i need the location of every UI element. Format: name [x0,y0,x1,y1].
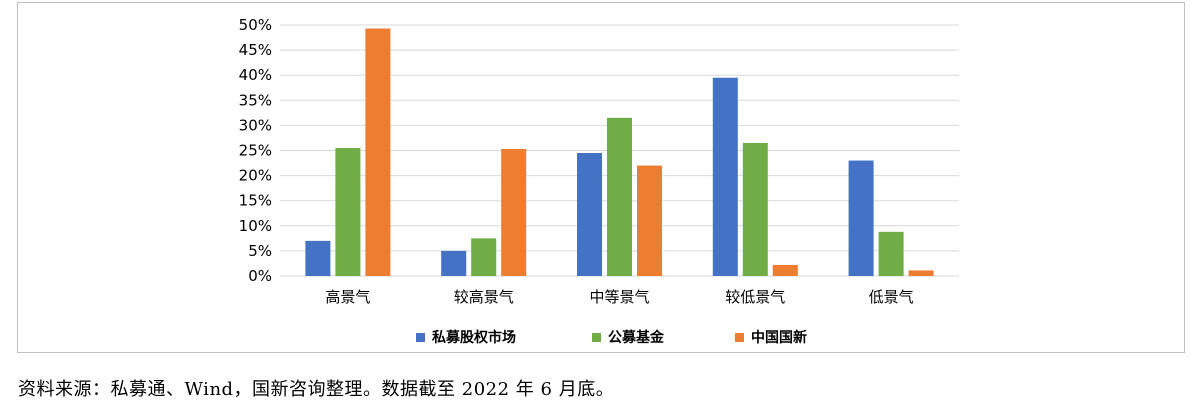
category-label: 高景气 [325,288,370,306]
bar [742,142,768,276]
legend-label: 私募股权市场 [432,329,516,346]
bar [365,28,391,276]
category-label: 低景气 [869,288,914,306]
bar-chart: 0% 5% 10% 15% 20% 25% 30% 35% 40% 45% 50% 高景气 较高景气 中等… [239,16,959,346]
bar [712,77,738,277]
legend-swatch [592,333,601,342]
legend-label: 中国国新 [751,329,807,346]
bar [607,117,632,277]
legend-swatch [416,333,425,342]
bar [441,250,467,276]
y-tick-label: 35% [239,91,272,109]
bar [848,160,874,276]
y-tick-label: 0% [248,267,272,285]
y-tick-label: 5% [248,242,272,260]
y-tick-label: 50% [239,16,272,34]
category-label: 较高景气 [454,288,514,306]
y-tick-label: 40% [239,66,272,84]
bar [637,165,662,276]
bar [305,240,331,276]
y-tick-label: 20% [239,167,272,185]
legend-swatch [735,333,744,342]
category-label: 中等景气 [589,288,649,306]
y-tick-label: 25% [239,142,272,160]
bar [471,238,497,276]
y-tick-label: 45% [239,41,272,59]
legend-label: 公募基金 [608,329,665,346]
chart-frame: 0% 5% 10% 15% 20% 25% 30% 35% 40% 45% 50% 高景气 较高景气 中等… [17,2,1185,353]
category-label: 较低景气 [725,288,785,306]
y-tick-label: 10% [239,217,272,235]
y-tick-label: 30% [239,116,272,134]
y-tick-label: 15% [239,192,272,210]
bar [335,147,361,276]
bar [501,148,527,276]
bar [577,153,602,276]
bar [908,270,934,276]
source-note: 资料来源：私募通、Wind，国新咨询整理。数据截至 2022 年 6 月底。 [18,379,615,400]
bar [772,264,798,276]
bar [878,231,904,276]
